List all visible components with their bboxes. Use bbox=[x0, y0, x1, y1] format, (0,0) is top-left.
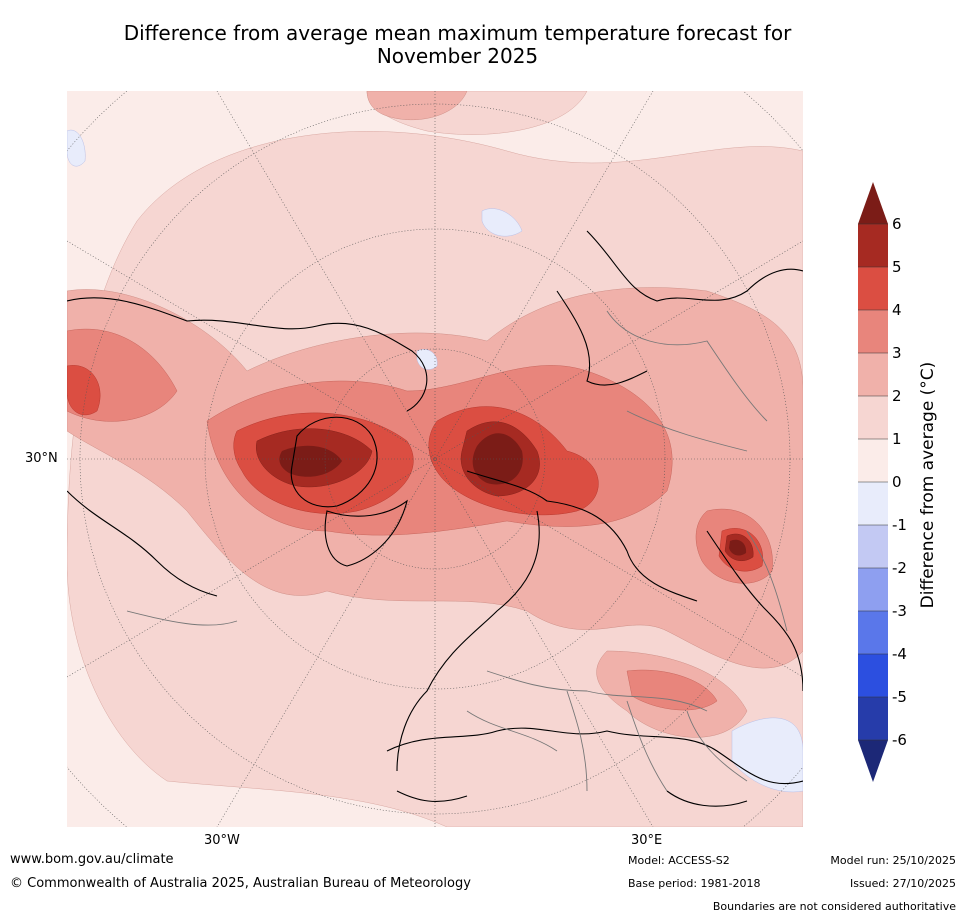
anomaly-map bbox=[67, 91, 803, 827]
colorbar-under-triangle bbox=[858, 740, 888, 782]
lon-label-30w: 30°W bbox=[204, 833, 240, 848]
colorbar-tick-label: 3 bbox=[892, 344, 902, 362]
coastlines bbox=[67, 230, 803, 807]
colorbar-band-m2-m3 bbox=[858, 568, 888, 611]
colorbar-tick-label: -3 bbox=[892, 602, 907, 620]
colorbar-tick-label: 5 bbox=[892, 258, 902, 276]
colorbar-band-6-5 bbox=[858, 224, 888, 267]
colorbar-tick-label: -1 bbox=[892, 516, 907, 534]
title-line-1: Difference from average mean maximum tem… bbox=[123, 21, 792, 45]
footer-model: Model: ACCESS-S2 bbox=[628, 854, 730, 867]
colorbar-tick-label: 2 bbox=[892, 387, 902, 405]
colorbar-band-m3-m4 bbox=[858, 611, 888, 654]
graticule bbox=[67, 91, 803, 827]
colorbar-band-2-1 bbox=[858, 396, 888, 439]
colorbar-band-m4-m5 bbox=[858, 654, 888, 697]
colorbar-tick-label: -6 bbox=[892, 731, 907, 749]
colorbar bbox=[858, 182, 888, 782]
country-borders bbox=[126, 310, 788, 792]
colorbar-over-triangle bbox=[858, 182, 888, 224]
colorbar-band-5-4 bbox=[858, 267, 888, 310]
footer-disclaimer: Boundaries are not considered authoritat… bbox=[712, 900, 956, 913]
colorbar-tick-label: 6 bbox=[892, 215, 902, 233]
footer-url[interactable]: www.bom.gov.au/climate bbox=[10, 852, 174, 867]
colorbar-tick-label: 4 bbox=[892, 301, 902, 319]
colorbar-tick-label: -5 bbox=[892, 688, 907, 706]
anomaly-over-6-regions bbox=[279, 433, 747, 556]
footer-issued: Issued: 27/10/2025 bbox=[849, 877, 956, 890]
lon-label-30e: 30°E bbox=[631, 833, 663, 848]
footer-copyright: © Commonwealth of Australia 2025, Austra… bbox=[10, 876, 471, 891]
colorbar-tick-label: -4 bbox=[892, 645, 907, 663]
footer-model-run: Model run: 25/10/2025 bbox=[830, 854, 956, 867]
colorbar-band-m5-m6 bbox=[858, 697, 888, 740]
colorbar-title: Difference from average (°C) bbox=[918, 361, 938, 609]
colorbar-band-m1-m2 bbox=[858, 525, 888, 568]
colorbar-tick-label: 1 bbox=[892, 430, 902, 448]
map-panel bbox=[67, 91, 803, 827]
colorbar-band-3-2 bbox=[858, 353, 888, 396]
colorbar-tick-label: 0 bbox=[892, 473, 902, 491]
lat-label-30n: 30°N bbox=[25, 451, 58, 466]
footer-base-period: Base period: 1981-2018 bbox=[628, 877, 761, 890]
colorbar-tick-label: -2 bbox=[892, 559, 907, 577]
colorbar-band-4-3 bbox=[858, 310, 888, 353]
map-title: Difference from average mean maximum tem… bbox=[60, 22, 855, 68]
colorbar-band-1-0 bbox=[858, 439, 888, 482]
title-line-2: November 2025 bbox=[376, 44, 539, 68]
colorbar-band-0-m1 bbox=[858, 482, 888, 525]
